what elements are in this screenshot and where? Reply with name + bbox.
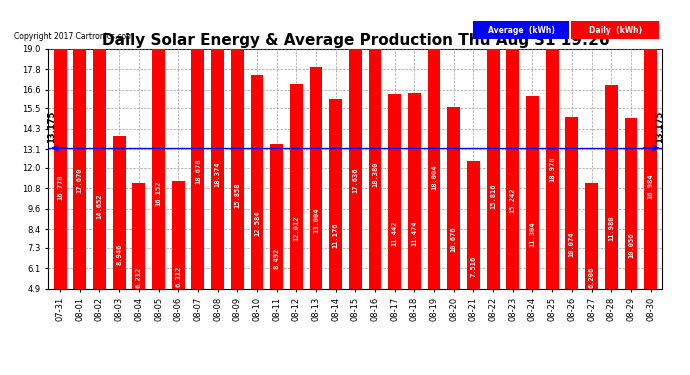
Bar [349, 0, 362, 289]
Bar [428, 0, 440, 289]
Bar [506, 29, 519, 289]
Text: 16.984: 16.984 [648, 173, 653, 199]
Text: 13.175: 13.175 [655, 110, 664, 143]
Text: 12.584: 12.584 [254, 211, 260, 236]
Bar [211, 0, 224, 289]
Title: Daily Solar Energy & Average Production Thu Aug 31 19:26: Daily Solar Energy & Average Production … [101, 33, 609, 48]
Text: 15.242: 15.242 [510, 188, 516, 213]
Text: 18.374: 18.374 [215, 161, 221, 187]
Text: 10.056: 10.056 [628, 232, 634, 258]
Text: 12.012: 12.012 [293, 216, 299, 241]
Bar [270, 144, 283, 289]
Bar [368, 0, 382, 289]
Bar [624, 118, 638, 289]
Text: 6.206: 6.206 [589, 267, 595, 288]
Bar [388, 94, 401, 289]
Bar [310, 68, 322, 289]
Bar [73, 0, 86, 289]
Bar [644, 0, 657, 289]
Text: 7.516: 7.516 [471, 256, 477, 277]
Text: 18.978: 18.978 [549, 156, 555, 182]
Text: 16.152: 16.152 [155, 180, 161, 206]
Text: 11.176: 11.176 [333, 223, 339, 248]
Text: 11.304: 11.304 [529, 222, 535, 247]
Bar [54, 3, 66, 289]
Text: 10.074: 10.074 [569, 232, 575, 258]
Text: 15.858: 15.858 [234, 183, 240, 208]
Bar [467, 161, 480, 289]
Bar [290, 84, 303, 289]
Bar [585, 183, 598, 289]
Bar [329, 99, 342, 289]
Bar [486, 20, 500, 289]
Text: 14.652: 14.652 [97, 193, 103, 219]
Text: 11.442: 11.442 [392, 220, 397, 246]
Text: 18.678: 18.678 [195, 159, 201, 184]
Text: Daily  (kWh): Daily (kWh) [589, 26, 642, 35]
Bar [546, 0, 559, 289]
Text: 6.312: 6.312 [175, 266, 181, 287]
Text: 17.670: 17.670 [77, 167, 83, 193]
Text: 13.175: 13.175 [47, 110, 56, 143]
Text: 18.380: 18.380 [372, 161, 378, 187]
Text: 18.004: 18.004 [431, 165, 437, 190]
Bar [447, 107, 460, 289]
Text: 11.980: 11.980 [608, 216, 614, 241]
Text: 15.816: 15.816 [490, 183, 496, 209]
Text: 17.636: 17.636 [353, 168, 358, 193]
Text: 6.212: 6.212 [136, 267, 142, 288]
Bar [231, 19, 244, 289]
Bar [172, 181, 185, 289]
Text: 8.492: 8.492 [274, 248, 279, 269]
Text: 16.778: 16.778 [57, 175, 63, 200]
Text: Copyright 2017 Cartronics.com: Copyright 2017 Cartronics.com [14, 32, 133, 41]
Bar [250, 75, 264, 289]
Bar [605, 85, 618, 289]
Text: 13.004: 13.004 [313, 207, 319, 232]
Bar [112, 136, 126, 289]
Bar [93, 39, 106, 289]
Bar [566, 117, 578, 289]
Bar [152, 14, 165, 289]
Text: 10.676: 10.676 [451, 227, 457, 252]
Bar [408, 93, 421, 289]
Text: 11.474: 11.474 [411, 220, 417, 246]
Bar [192, 0, 204, 289]
Text: 8.946: 8.946 [116, 244, 122, 265]
Bar [132, 183, 145, 289]
Text: Average  (kWh): Average (kWh) [488, 26, 554, 35]
Bar [526, 96, 539, 289]
